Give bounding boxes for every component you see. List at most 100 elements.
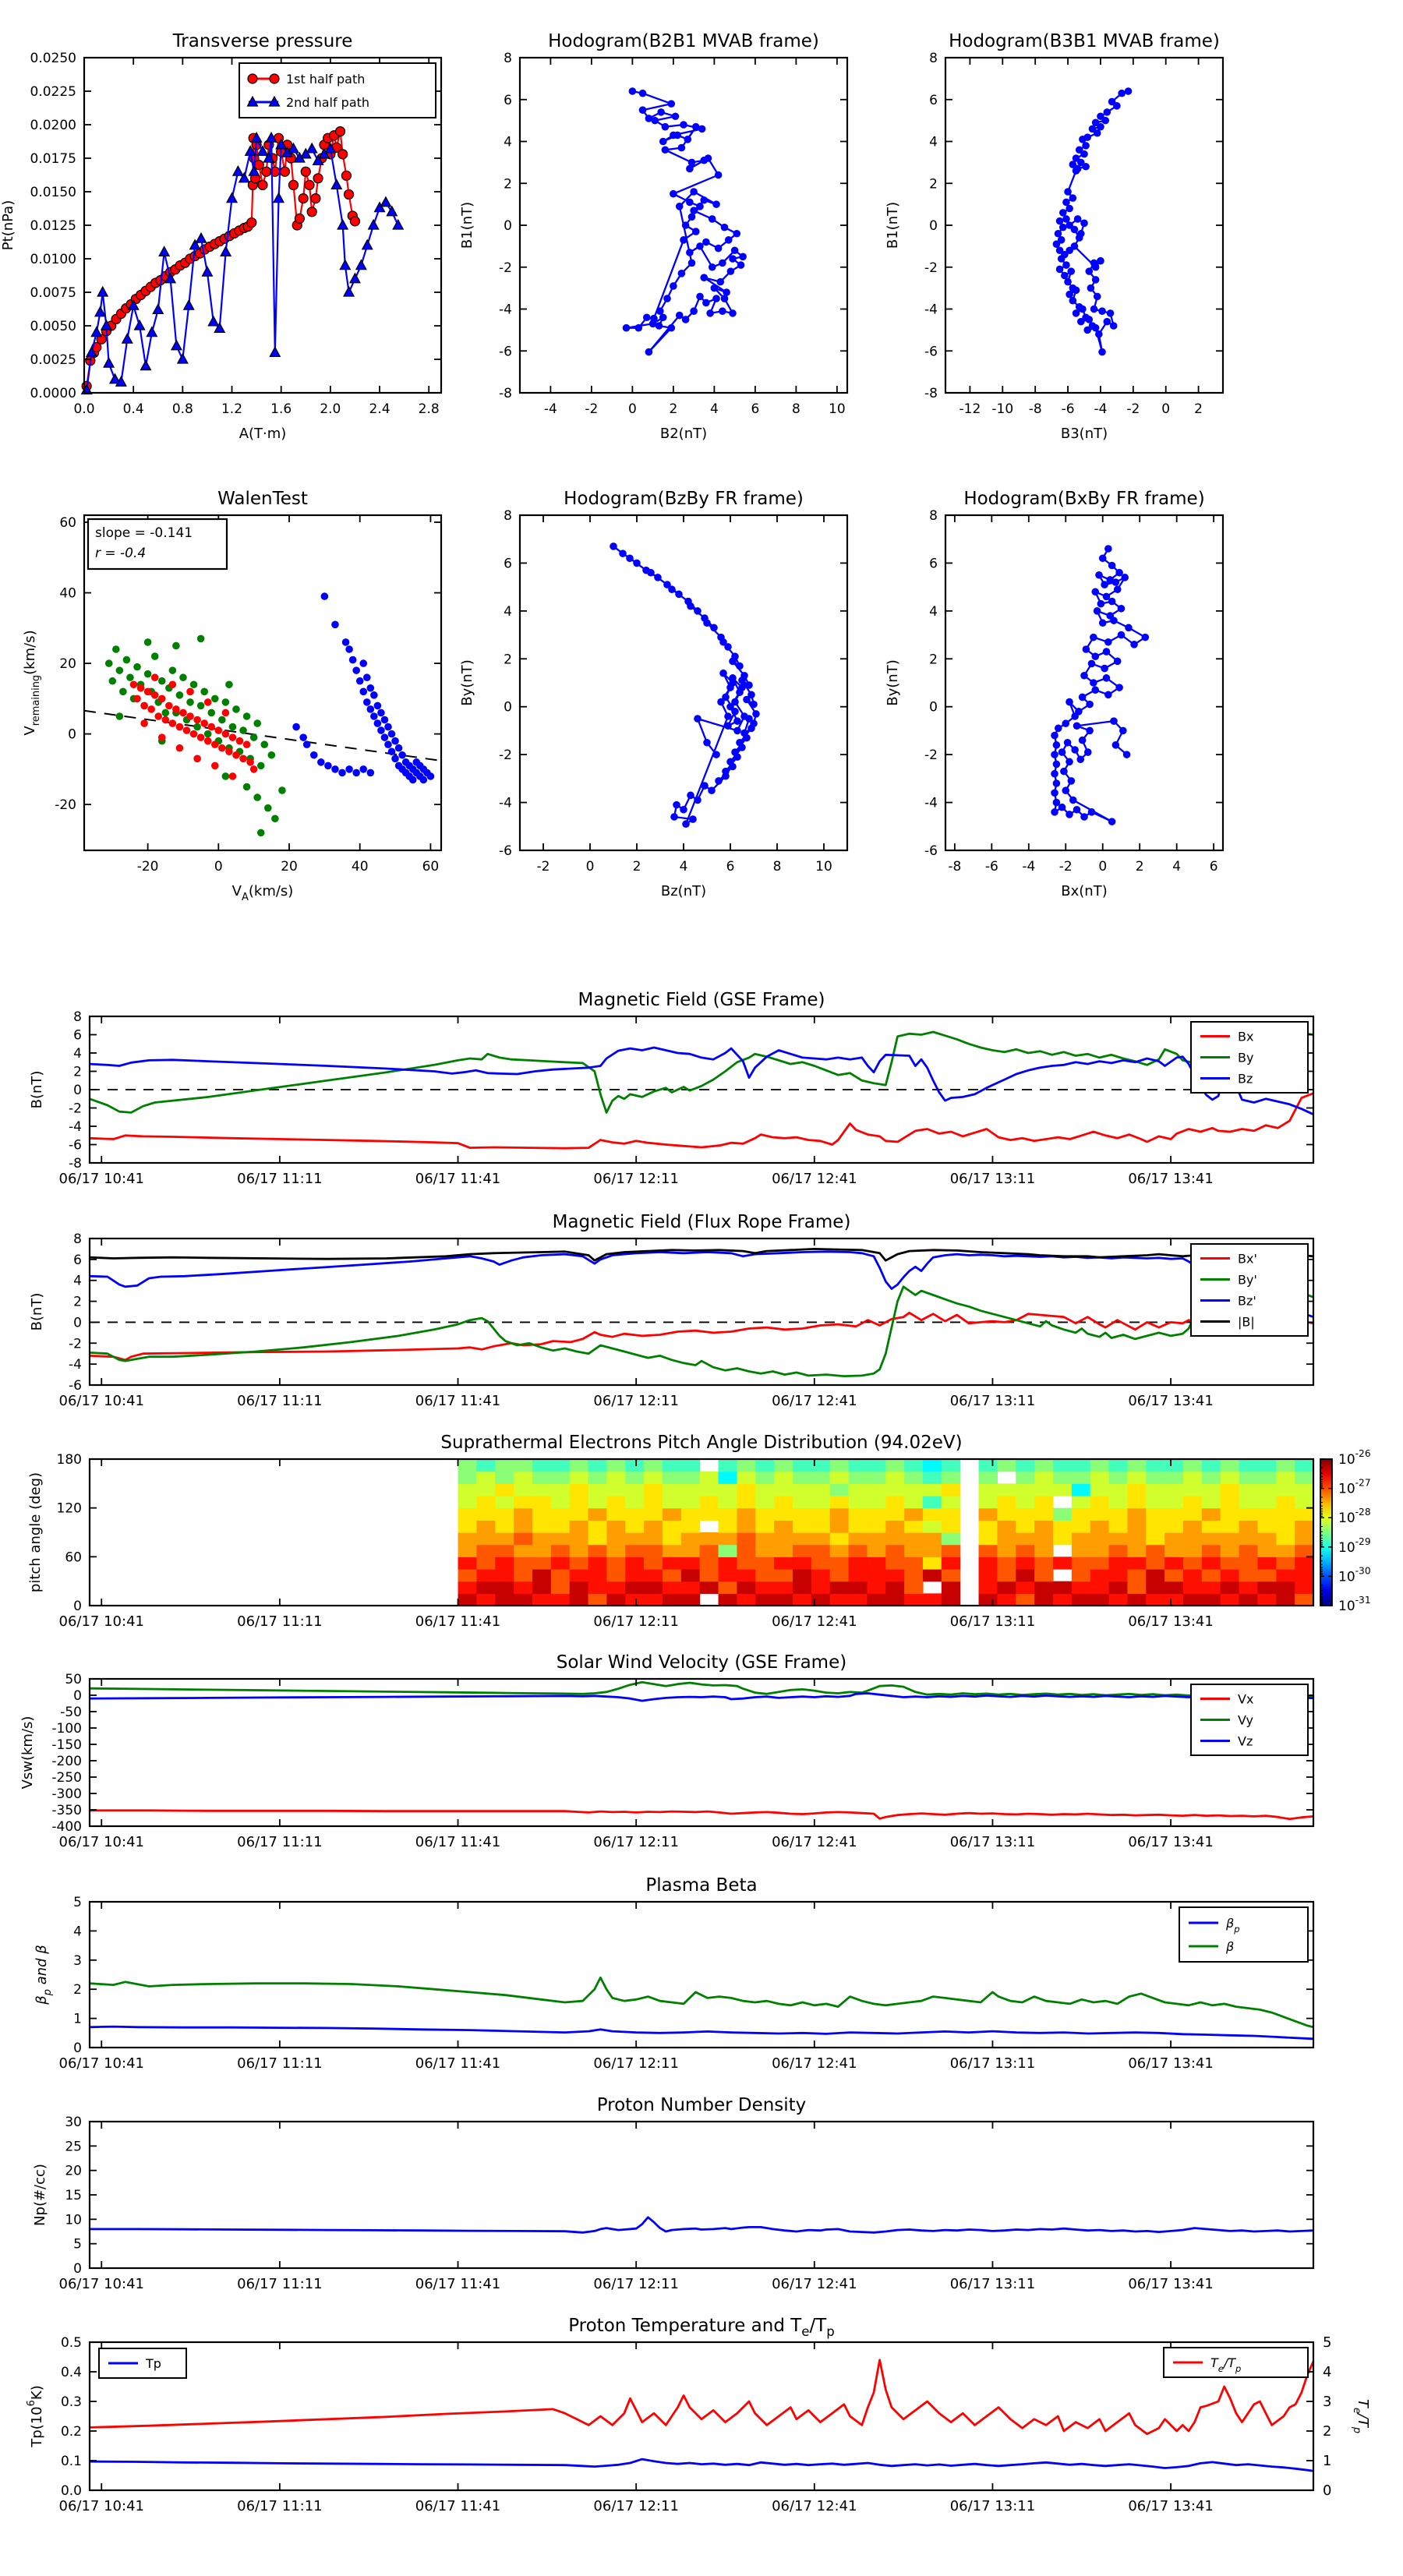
- heatmap-cell: [718, 1581, 737, 1594]
- heatmap-cell: [550, 1471, 571, 1484]
- y-tick-label: 0.0025: [30, 352, 76, 368]
- x-tick-label: 06/17 13:41: [1128, 1393, 1213, 1409]
- heatmap-cell: [941, 1581, 961, 1594]
- heatmap-cell: [588, 1483, 607, 1496]
- heatmap-cell: [514, 1483, 533, 1496]
- heatmap-cell: [867, 1507, 886, 1521]
- heatmap-cell: [699, 1544, 719, 1557]
- heatmap-cell: [867, 1593, 886, 1606]
- series-Bx_By: [1051, 545, 1150, 825]
- heatmap-cell: [1090, 1507, 1110, 1521]
- y-tick-label: 120: [57, 1501, 82, 1517]
- heatmap-cell: [997, 1581, 1016, 1594]
- heatmap-cell: [737, 1569, 756, 1582]
- heatmap-cell: [1295, 1483, 1314, 1496]
- heatmap-cell: [1071, 1471, 1091, 1484]
- heatmap-cell: [737, 1557, 756, 1570]
- heatmap-cell: [680, 1532, 701, 1546]
- y-tick-label: 180: [57, 1452, 82, 1468]
- heatmap-cell: [1127, 1520, 1147, 1533]
- x-tick-label: 0.0: [73, 401, 94, 417]
- heatmap-cell: [1146, 1557, 1165, 1570]
- y-tick-label: 2: [504, 652, 512, 667]
- heatmap-cell: [978, 1459, 998, 1472]
- y-tick-label: 0: [73, 2261, 82, 2277]
- heatmap-cell: [662, 1471, 682, 1484]
- y-tick-label: -8: [69, 1156, 82, 1171]
- heatmap-cell: [904, 1520, 924, 1533]
- legend-box: [239, 62, 436, 118]
- heatmap-cell: [569, 1532, 589, 1546]
- y-axis-label: Vremaining(km/s): [22, 630, 42, 735]
- heatmap-cell: [718, 1471, 737, 1484]
- x-tick-label: 06/17 13:11: [950, 1613, 1035, 1630]
- heatmap-cell: [1295, 1569, 1314, 1582]
- heatmap-cell: [1127, 1581, 1147, 1594]
- x-tick-label: 2: [1136, 859, 1144, 875]
- heatmap-cell: [1295, 1507, 1314, 1521]
- heatmap-cell: [811, 1544, 831, 1557]
- heatmap-cell: [867, 1459, 886, 1472]
- heatmap-cell: [904, 1581, 924, 1594]
- heatmap-cell: [737, 1507, 756, 1521]
- heatmap-cell: [997, 1496, 1016, 1509]
- heatmap-cell: [1164, 1557, 1184, 1570]
- heatmap-cell: [458, 1593, 477, 1606]
- heatmap-cell: [718, 1507, 737, 1521]
- heatmap-cell: [811, 1569, 831, 1582]
- heatmap-cell: [1016, 1544, 1035, 1557]
- heatmap-cell: [755, 1581, 775, 1594]
- heatmap-cell: [885, 1581, 905, 1594]
- heatmap-cell: [997, 1544, 1016, 1557]
- heatmap-cell: [699, 1557, 719, 1570]
- x-tick-label: 8: [792, 401, 800, 417]
- heatmap-cell: [1182, 1544, 1203, 1557]
- x-axis-label: Bx(nT): [1061, 883, 1107, 899]
- heatmap-cell: [476, 1593, 496, 1606]
- heatmap-cell: [867, 1532, 886, 1546]
- panel-7: Magnetic Field (Flux Rope Frame) 06/17 10…: [29, 1212, 1315, 1409]
- heatmap-cell: [904, 1507, 924, 1521]
- heatmap-cell: [941, 1520, 961, 1533]
- series-Bx: [89, 1092, 1314, 1150]
- x-tick-label: 0.8: [172, 401, 193, 417]
- x-axis-label: A(T·m): [239, 426, 287, 442]
- panel-10: Plasma Beta 06/17 10:41 06/17 11:11 06/17 1…: [34, 1875, 1315, 2072]
- y-tick-label: 3: [73, 1953, 82, 1969]
- y-tick-label: 6: [929, 556, 938, 571]
- heatmap-cell: [867, 1471, 886, 1484]
- y-tick-label: 0: [504, 700, 512, 716]
- heatmap-cell: [811, 1471, 831, 1484]
- x-tick-label: 10: [815, 859, 832, 875]
- x-tick-label: 06/17 13:41: [1128, 2276, 1213, 2292]
- heatmap-cell: [1164, 1471, 1184, 1484]
- heatmap-cell: [1295, 1496, 1314, 1509]
- heatmap-cell: [755, 1459, 775, 1472]
- legend-label: Tp: [145, 2356, 161, 2371]
- heatmap-cell: [1276, 1471, 1295, 1484]
- heatmap-cell: [514, 1532, 533, 1546]
- y-tick-label: -200: [51, 1754, 82, 1769]
- heatmap-cell: [1071, 1520, 1091, 1533]
- heatmap-cell: [1220, 1557, 1240, 1570]
- heatmap-cell: [1127, 1496, 1147, 1509]
- heatmap-cell: [1071, 1507, 1091, 1521]
- heatmap-cell: [941, 1471, 961, 1484]
- heatmap-cell: [532, 1593, 552, 1606]
- heatmap-cell: [606, 1483, 626, 1496]
- heatmap-cell: [588, 1544, 607, 1557]
- x-tick-label: 4: [680, 859, 688, 875]
- heatmap-cell: [1108, 1569, 1129, 1582]
- y-tick-label: -300: [51, 1786, 82, 1802]
- heatmap-cell: [1016, 1459, 1035, 1472]
- panel-3: WalenTest -20 0 20 40 60 -20 0 20 40 60 Vremaining(…: [22, 489, 443, 903]
- y-axis-label: pitch angle (deg): [27, 1472, 44, 1592]
- heatmap-cell: [922, 1520, 942, 1533]
- heatmap-cell: [495, 1496, 514, 1509]
- heatmap-cell: [680, 1507, 701, 1521]
- x-tick-label: -10: [991, 401, 1013, 417]
- heatmap-cell: [1016, 1471, 1035, 1484]
- x-tick-label: 40: [352, 859, 369, 875]
- heatmap-cell: [1108, 1557, 1129, 1570]
- heatmap-cell: [625, 1532, 645, 1546]
